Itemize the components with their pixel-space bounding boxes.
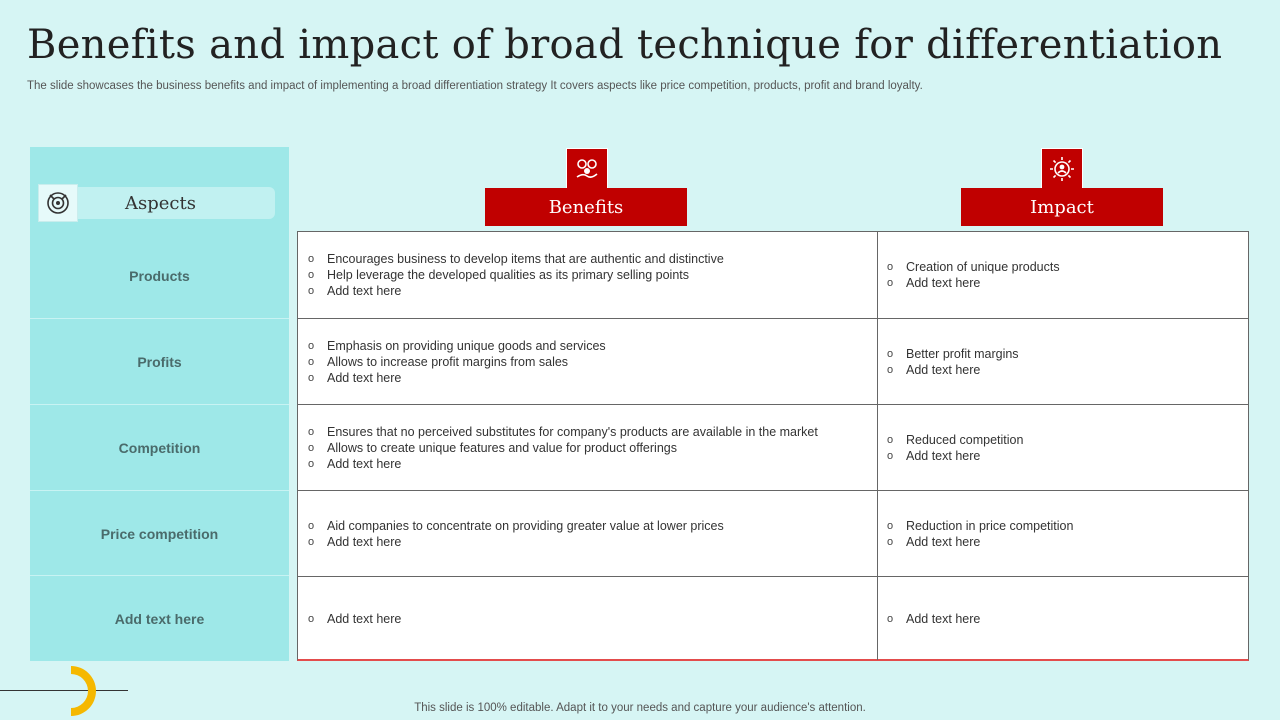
- list-item: o Creation of unique products: [887, 260, 1060, 274]
- decorative-arc-icon: [71, 666, 96, 716]
- aspect-profits: Profits: [30, 318, 289, 404]
- list-item: o Add text here: [308, 611, 402, 626]
- list-item: o Better profit margins: [887, 346, 1019, 361]
- impact-header: Impact: [961, 188, 1163, 226]
- row-divider: [298, 576, 1248, 577]
- benefits-impact-table: o Encourages business to develop items th…: [297, 231, 1249, 661]
- list-item: o Help leverage the developed qualities a…: [308, 268, 690, 282]
- list-item: o Add text here: [308, 370, 402, 385]
- list-item: o Add text here: [308, 456, 402, 471]
- aspect-competition: Competition: [30, 404, 289, 490]
- impact-icon: [1041, 148, 1083, 190]
- benefits-cell-price-competition: o Aid companies to concentrate on providi…: [298, 491, 877, 576]
- list-item: o Allows to increase profit margins from …: [308, 354, 569, 369]
- impact-cell-price-competition: o Reduction in price competition o Add tex…: [877, 491, 1248, 576]
- row-divider: [298, 404, 1248, 405]
- footer-note: This slide is 100% editable. Adapt it to…: [414, 702, 866, 714]
- list-item: o Encourages business to develop items th…: [308, 252, 724, 266]
- list-item: o Add text here: [308, 534, 402, 549]
- row-divider: [298, 490, 1248, 491]
- target-icon: [38, 184, 78, 222]
- list-item: o Reduced competition: [887, 432, 1024, 447]
- benefits-cell-competition: o Ensures that no perceived substitutes f…: [298, 405, 877, 490]
- impact-cell-products: o Creation of unique products o Add text h…: [877, 232, 1248, 318]
- list-item: o Add text here: [308, 284, 402, 298]
- aspects-title: Aspects: [125, 193, 196, 214]
- list-item: o Add text here: [887, 448, 981, 463]
- benefits-header: Benefits: [485, 188, 687, 226]
- list-item: o Add text here: [887, 276, 981, 290]
- impact-cell-competition: o Reduced competition o Add text here: [877, 405, 1248, 490]
- list-item: o Aid companies to concentrate on providi…: [308, 518, 724, 533]
- aspect-add-text: Add text here: [30, 575, 289, 661]
- row-divider: [298, 318, 1248, 319]
- aspects-header: Aspects: [38, 184, 275, 222]
- list-item: o Ensures that no perceived substitutes f…: [308, 424, 818, 439]
- impact-cell-profits: o Better profit margins o Add text here: [877, 319, 1248, 404]
- aspect-price-competition: Price competition: [30, 490, 289, 576]
- list-item: o Allows to create unique features and va…: [308, 440, 677, 455]
- list-item: o Emphasis on providing unique goods and …: [308, 338, 606, 353]
- page-title: Benefits and impact of broad technique f…: [27, 22, 1223, 68]
- benefits-cell-profits: o Emphasis on providing unique goods and …: [298, 319, 877, 404]
- list-item: o Add text here: [887, 362, 981, 377]
- list-item: o Add text here: [887, 534, 981, 549]
- aspect-products: Products: [129, 268, 190, 284]
- benefits-cell-add-text: o Add text here: [298, 577, 877, 660]
- decorative-line: [0, 690, 128, 691]
- list-item: o Reduction in price competition: [887, 518, 1074, 533]
- list-item: o Add text here: [887, 611, 981, 626]
- aspects-panel: Aspects Products Profits Competition Pri…: [30, 147, 289, 661]
- benefits-cell-products: o Encourages business to develop items th…: [298, 232, 877, 318]
- benefits-icon: [566, 148, 608, 190]
- page-subtitle: The slide showcases the business benefit…: [27, 80, 923, 92]
- impact-cell-add-text: o Add text here: [877, 577, 1248, 660]
